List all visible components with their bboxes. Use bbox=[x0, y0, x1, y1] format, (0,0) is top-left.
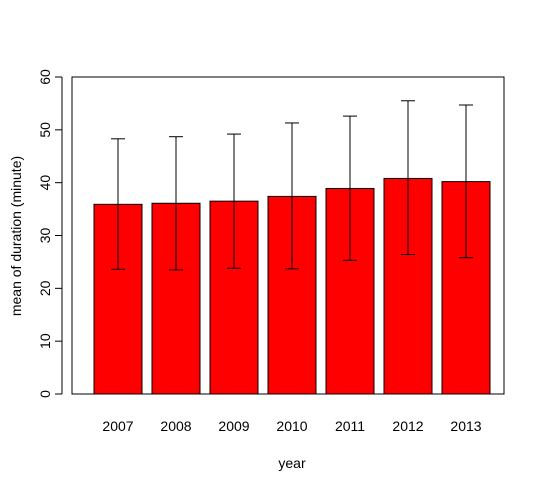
x-tick-label-2009: 2009 bbox=[218, 418, 249, 434]
y-tick-label-60: 60 bbox=[37, 69, 53, 85]
x-tick-label-2011: 2011 bbox=[335, 418, 365, 434]
x-axis-label: year bbox=[278, 455, 306, 471]
y-tick-label-50: 50 bbox=[37, 122, 53, 138]
x-tick-label-2013: 2013 bbox=[450, 418, 481, 434]
y-tick-label-20: 20 bbox=[37, 280, 53, 296]
x-tick-label-2012: 2012 bbox=[392, 418, 423, 434]
y-tick-label-40: 40 bbox=[37, 175, 53, 191]
x-tick-label-2010: 2010 bbox=[276, 418, 307, 434]
error-bars-layer bbox=[111, 100, 473, 271]
x-tick-labels: 2007 2008 2009 2010 2011 2012 2013 bbox=[102, 418, 481, 434]
y-tick-label-10: 10 bbox=[37, 333, 53, 349]
bar-2011 bbox=[325, 187, 375, 395]
y-tick-label-30: 30 bbox=[37, 228, 53, 244]
y-axis: 0 10 20 30 40 50 60 bbox=[37, 69, 63, 398]
x-tick-label-2007: 2007 bbox=[102, 418, 133, 434]
x-tick-label-2008: 2008 bbox=[160, 418, 191, 434]
y-axis-label: mean of duration (minute) bbox=[8, 156, 24, 316]
y-tick-label-0: 0 bbox=[37, 390, 53, 398]
